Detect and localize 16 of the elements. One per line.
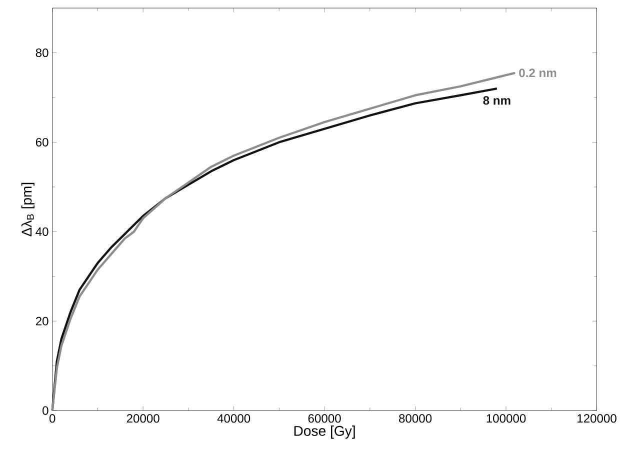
x-tick-label: 100000 <box>486 414 526 423</box>
y-tick-label: 0 <box>42 406 48 415</box>
x-tick-label: 60000 <box>308 414 341 423</box>
x-axis-title: Dose [Gy] <box>294 426 355 439</box>
series-label: 0.2 nm <box>519 68 556 78</box>
y-tick-label: 40 <box>36 227 48 236</box>
x-tick-label: 120000 <box>578 414 616 423</box>
series-label: 8 nm <box>483 96 510 105</box>
x-tick-label: 40000 <box>217 414 250 423</box>
y-tick-label: 80 <box>36 48 48 58</box>
x-tick-label: 80000 <box>399 414 432 423</box>
x-tick-label: 0 <box>49 414 56 423</box>
x-tick-label: 20000 <box>126 414 160 423</box>
y-axis-title: Δλ$_{B}$ [pm] <box>21 182 34 236</box>
y-tick-label: 60 <box>36 138 48 147</box>
y-tick-label: 20 <box>36 316 48 326</box>
